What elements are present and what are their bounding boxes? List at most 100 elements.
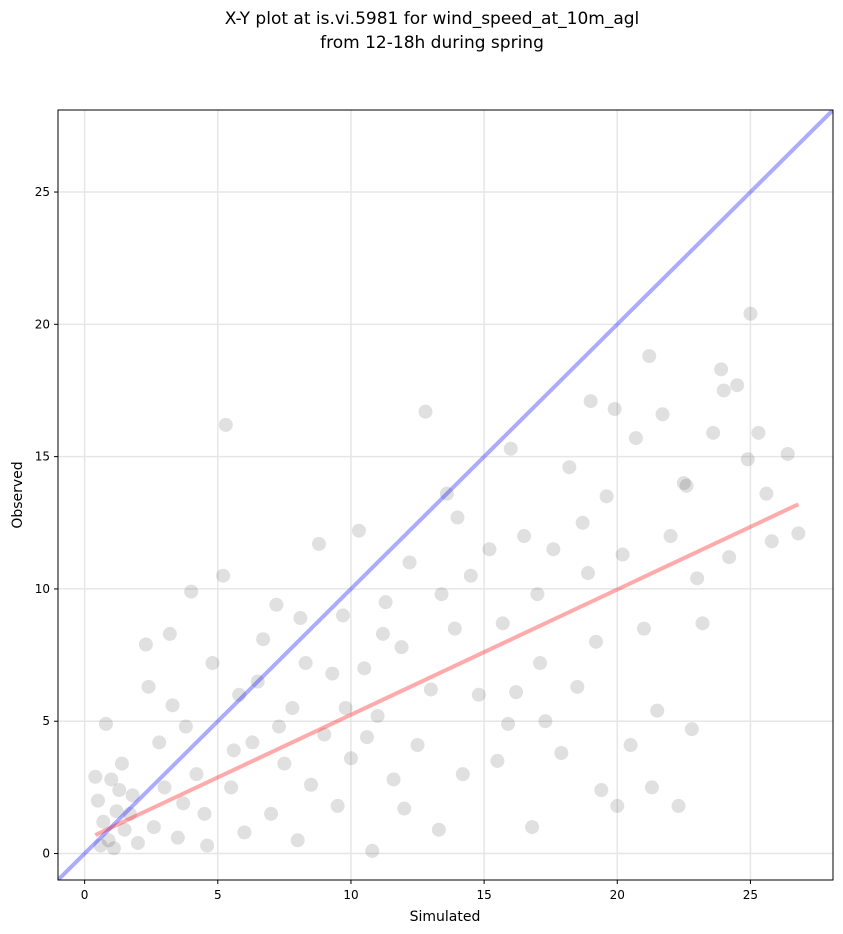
chart-title: from 12-18h during spring [320,33,544,53]
scatter-point [394,640,409,655]
scatter-point [764,534,779,549]
scatter-point [503,441,518,456]
scatter-point [157,780,172,795]
scatter-point [101,833,116,848]
scatter-point [96,814,111,829]
y-tick-label: 20 [35,317,50,331]
scatter-point [357,661,372,676]
scatter-point [285,701,300,716]
scatter-point [663,529,678,544]
x-tick-label: 25 [743,888,758,902]
scatter-point [525,820,540,835]
reference-line [94,502,800,837]
scatter-point [200,838,215,853]
scatter-point [304,777,319,792]
scatter-point [716,383,731,398]
scatter-point [386,772,401,787]
scatter-point [114,756,129,771]
scatter-point [740,452,755,467]
x-tick-label: 20 [610,888,625,902]
scatter-point [90,793,105,808]
scatter-point [232,687,247,702]
scatter-point [644,780,659,795]
scatter-point [780,446,795,461]
plot-area [58,110,833,880]
scatter-point [588,634,603,649]
scatter-point [418,404,433,419]
scatter-point [530,587,545,602]
y-axis-label: Observed [10,461,26,528]
scatter-point [684,722,699,737]
scatter-point [610,798,625,813]
y-tick-label: 25 [35,185,50,199]
y-tick-label: 5 [42,714,50,728]
scatter-point [141,679,156,694]
scatter-point [695,616,710,631]
scatter-point [98,716,113,731]
scatter-point [184,584,199,599]
scatter-point [176,796,191,811]
scatter-point [615,547,630,562]
scatter-point [471,687,486,702]
scatter-point [791,526,806,541]
scatter-point [88,769,103,784]
scatter-point [224,780,239,795]
scatter-point [570,679,585,694]
scatter-point [431,822,446,837]
scatter-point [623,738,638,753]
scatter-point [330,798,345,813]
scatter-point [298,656,313,671]
scatter-point [216,568,231,583]
scatter-point [378,595,393,610]
scatter-point [290,833,305,848]
scatter-point [533,656,548,671]
scatter-point [455,767,470,782]
scatter-point [277,756,292,771]
scatter-point [245,735,260,750]
scatter-point [138,637,153,652]
scatter-point [495,616,510,631]
scatter-point [370,708,385,723]
plot-frame [57,109,834,881]
scatter-point [112,783,127,798]
chart-title: X-Y plot at is.vi.5981 for wind_speed_at… [225,9,640,29]
scatter-point [423,682,438,697]
scatter-point [109,804,124,819]
reference-line [58,110,833,880]
x-tick-label: 10 [343,888,358,902]
scatter-point [655,407,670,422]
scatter-point [538,714,553,729]
scatter-point [482,542,497,557]
scatter-point [722,550,737,565]
scatter-point [311,536,326,551]
scatter-point [293,611,308,626]
scatter-point [338,701,353,716]
scatter-point [165,698,180,713]
y-tick-label: 10 [35,582,50,596]
y-tick-label: 15 [35,450,50,464]
x-tick-label: 15 [476,888,491,902]
scatter-point [130,835,145,850]
scatter-point [434,587,449,602]
scatter-point [650,703,665,718]
scatter-point [450,510,465,525]
scatter-point [170,830,185,845]
scatter-point [125,788,140,803]
scatter-point [583,394,598,409]
scatter-point [517,529,532,544]
scatter-point [152,735,167,750]
x-tick-label: 0 [81,888,89,902]
scatter-point [250,674,265,689]
scatter-point [642,349,657,364]
scatter-point [226,743,241,758]
scatter-point [594,783,609,798]
scatter-point [205,656,220,671]
scatter-point [264,806,279,821]
scatter-point [351,523,366,538]
scatter-point [636,621,651,636]
scatter-point [580,566,595,581]
scatter-point [272,719,287,734]
scatter-point [93,838,108,853]
scatter-point [575,515,590,530]
